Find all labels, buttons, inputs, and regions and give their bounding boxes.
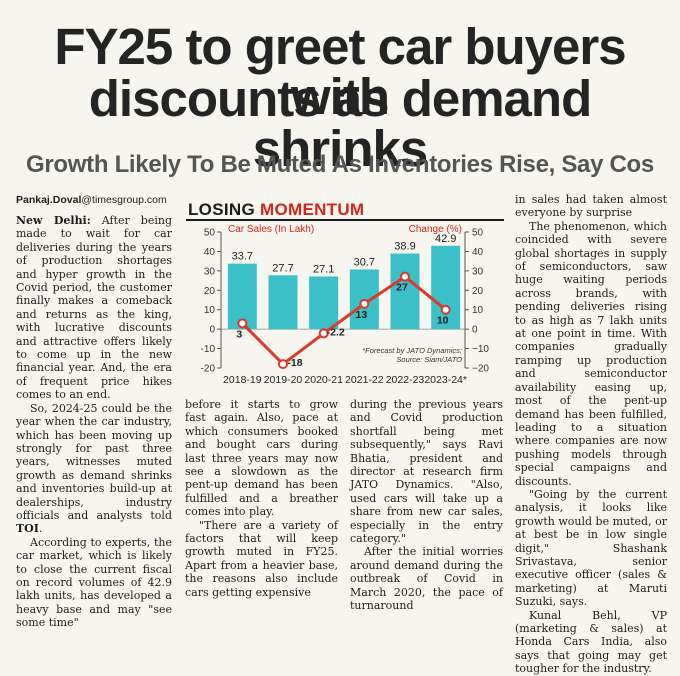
change-point: [440, 304, 451, 315]
left-tick-label: 50: [204, 228, 216, 239]
right-tick-label: 10: [472, 305, 484, 316]
sales-bar: [431, 245, 461, 330]
byline-email: @timesgroup.com: [81, 194, 167, 206]
bar-value-label: 42.9: [435, 233, 456, 245]
byline: Pankaj.Doval@timesgroup.com: [16, 194, 167, 206]
left-tick-label: 40: [204, 247, 216, 258]
paragraph: Kunal Behl, VP (marketing & sales) at Ho…: [515, 608, 667, 676]
change-value-label: 27: [396, 282, 408, 294]
change-point: [359, 298, 370, 309]
category-label: 2023-24*: [424, 374, 467, 386]
paragraph: before it starts to grow fast again. Als…: [185, 398, 338, 519]
change-point: [318, 328, 329, 339]
right-tick-label: 40: [472, 247, 484, 258]
paragraph: during the previous years and Covid prod…: [350, 398, 503, 546]
category-label: 2018-19: [223, 374, 262, 386]
change-value-label: 13: [355, 309, 367, 321]
left-tick-label: -10: [201, 344, 216, 355]
deck-subheadline: Growth Likely To Be Muted As Inventories…: [26, 151, 654, 178]
paragraph: So, 2024-25 could be the year when the c…: [16, 402, 172, 536]
sales-bar: [268, 275, 298, 330]
paragraph: "Going by the current analysis, it looks…: [515, 487, 667, 609]
right-axis-title: Change (%): [409, 224, 462, 235]
right-tick-label: 0: [472, 325, 478, 336]
left-axis-title: Car Sales (In Lakh): [228, 224, 314, 235]
sales-chart: 50 40 30 20 10 0 -10 -20 50 40 30 20 10 0 −10 −20 Car Sa…: [201, 224, 490, 386]
right-tick-label: −10: [472, 344, 489, 355]
change-value-label: -2.2: [327, 326, 345, 338]
chart-title-part-2: MOMENTUM: [260, 200, 365, 219]
sales-bar: [227, 263, 257, 330]
category-label: 2021-22: [345, 374, 384, 386]
paragraph-text: So, 2024-25 could be the year when the c…: [16, 401, 172, 522]
paragraph: New Delhi: After being made to wait for …: [16, 214, 172, 402]
paragraph: in sales had taken almost everyone by su…: [515, 193, 667, 220]
chart-title-rule: [186, 219, 504, 221]
category-label: 2020-21: [304, 374, 343, 386]
left-tick-label: 10: [204, 305, 216, 316]
sales-bar: [309, 276, 339, 330]
right-tick-label: −20: [472, 364, 489, 375]
category-label: 2019-20: [264, 374, 303, 386]
paragraph: The phenomenon, which coincided with sev…: [515, 219, 667, 488]
chart-footnote: *Forecast by JATO Dynamics;: [362, 346, 462, 355]
change-value-label: 3: [236, 328, 242, 340]
chart-title-part-1: LOSING: [188, 200, 260, 219]
chart-footnote-source: Source: Siam/JATO: [396, 355, 462, 364]
paragraph-text: After being made to wait for car deliver…: [16, 214, 173, 402]
change-point: [237, 318, 248, 329]
category-label: 2022-23: [386, 374, 425, 386]
left-tick-label: -20: [201, 364, 216, 375]
bar-value-label: 27.7: [272, 262, 293, 274]
toi-label: TOI: [16, 522, 39, 536]
left-tick-label: 20: [204, 286, 216, 297]
left-tick-label: 0: [209, 325, 215, 336]
change-point: [278, 359, 288, 370]
right-tick-label: 50: [472, 228, 484, 239]
change-value-label: 10: [437, 315, 449, 327]
change-point: [400, 271, 410, 282]
bar-value-label: 30.7: [354, 256, 375, 268]
change-value-label: -18: [287, 357, 302, 369]
right-tick-label: 30: [472, 266, 484, 277]
headline-line-2: discounts as demand shrinks: [88, 70, 592, 177]
paragraph-end: .: [38, 522, 43, 536]
bar-value-label: 38.9: [394, 241, 415, 253]
sales-bar: [390, 253, 420, 330]
change-line: [241, 275, 447, 366]
left-tick-label: 30: [204, 266, 216, 277]
byline-name: Pankaj.Doval: [16, 194, 82, 206]
dateline: New Delhi:: [16, 214, 91, 227]
headline-line-1: FY25 to greet car buyers with: [54, 18, 626, 125]
right-tick-label: 20: [472, 286, 484, 297]
chart-title: LOSING MOMENTUM: [188, 200, 364, 220]
bar-value-label: 33.7: [232, 251, 253, 263]
bar-value-label: 27.1: [313, 263, 334, 275]
